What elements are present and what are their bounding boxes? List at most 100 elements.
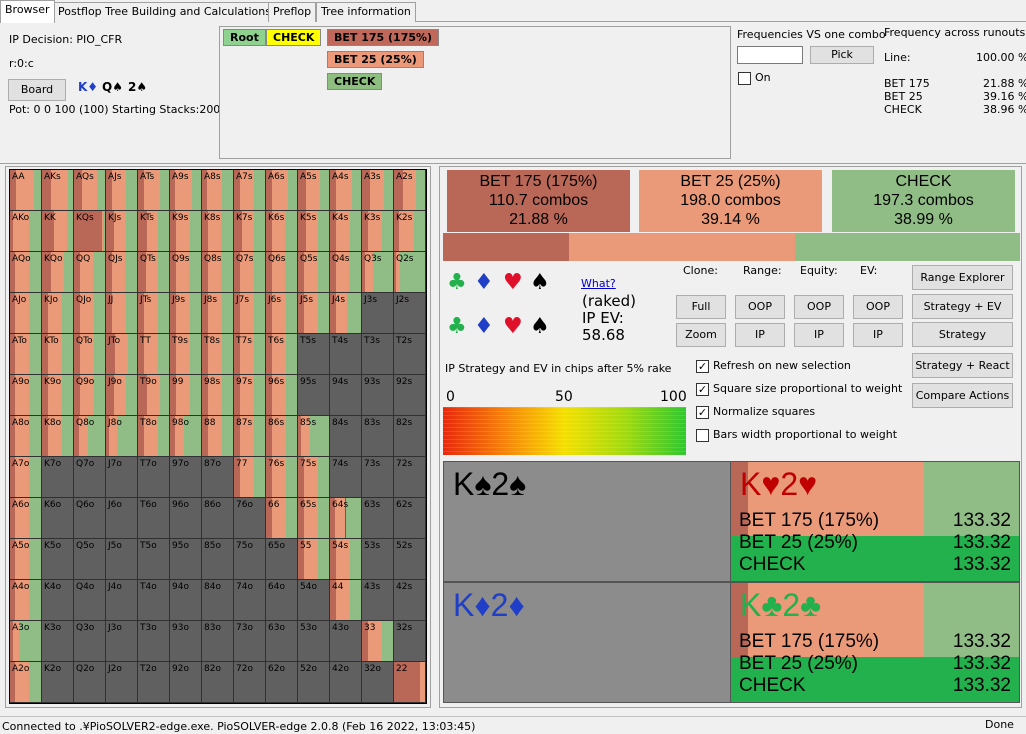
hand-cell-T9o[interactable]: T9o <box>138 375 170 416</box>
hand-cell-99[interactable]: 99 <box>170 375 202 416</box>
combo-tile-kh2h[interactable]: K♥2♥ BET 175 (175%) 133.32 BET 25 (25%) 133.… <box>731 462 1019 581</box>
hand-cell-63o[interactable]: 63o <box>266 621 298 662</box>
hand-cell-82s[interactable]: 82s <box>394 416 426 457</box>
hand-cell-Q5o[interactable]: Q5o <box>74 539 106 580</box>
strategy-button[interactable]: Strategy <box>912 322 1013 347</box>
hand-cell-83o[interactable]: 83o <box>202 621 234 662</box>
hand-cell-AA[interactable]: AA <box>10 170 42 211</box>
summary-bet25[interactable]: BET 25 (25%) 198.0 combos 39.14 % <box>639 170 822 232</box>
hand-cell-77[interactable]: 77 <box>234 457 266 498</box>
equity-ip-button[interactable]: IP <box>794 323 844 347</box>
hand-cell-J8s[interactable]: J8s <box>202 293 234 334</box>
hand-cell-55[interactable]: 55 <box>298 539 330 580</box>
hand-cell-82o[interactable]: 82o <box>202 662 234 703</box>
hand-cell-QJs[interactable]: QJs <box>106 252 138 293</box>
hand-cell-A2o[interactable]: A2o <box>10 662 42 703</box>
hand-cell-J7o[interactable]: J7o <box>106 457 138 498</box>
hand-cell-Q2s[interactable]: Q2s <box>394 252 426 293</box>
hand-cell-QJo[interactable]: QJo <box>74 293 106 334</box>
hand-cell-72o[interactable]: 72o <box>234 662 266 703</box>
hand-cell-AQo[interactable]: AQo <box>10 252 42 293</box>
tree-node-root[interactable]: Root <box>223 29 266 46</box>
hand-cell-J6o[interactable]: J6o <box>106 498 138 539</box>
club-icon-2[interactable]: ♣ <box>447 314 467 339</box>
spade-icon-2[interactable]: ♠ <box>530 314 550 339</box>
hand-cell-22[interactable]: 22 <box>394 662 426 703</box>
hand-cell-JJ[interactable]: JJ <box>106 293 138 334</box>
hand-cell-Q3o[interactable]: Q3o <box>74 621 106 662</box>
hand-cell-A7o[interactable]: A7o <box>10 457 42 498</box>
hand-cell-66[interactable]: 66 <box>266 498 298 539</box>
hand-cell-76o[interactable]: 76o <box>234 498 266 539</box>
hand-cell-KQo[interactable]: KQo <box>42 252 74 293</box>
hand-cell-A7s[interactable]: A7s <box>234 170 266 211</box>
diamond-icon[interactable]: ♦ <box>474 270 494 295</box>
hand-cell-Q7s[interactable]: Q7s <box>234 252 266 293</box>
hand-cell-92o[interactable]: 92o <box>170 662 202 703</box>
hand-cell-Q8o[interactable]: Q8o <box>74 416 106 457</box>
hand-cell-A8s[interactable]: A8s <box>202 170 234 211</box>
hand-cell-ATs[interactable]: ATs <box>138 170 170 211</box>
hand-cell-72s[interactable]: 72s <box>394 457 426 498</box>
hand-cell-94o[interactable]: 94o <box>170 580 202 621</box>
hand-cell-J8o[interactable]: J8o <box>106 416 138 457</box>
hand-cell-84o[interactable]: 84o <box>202 580 234 621</box>
tab-postflop[interactable]: Postflop Tree Building and Calculations <box>53 2 276 22</box>
tab-tree-information[interactable]: Tree information <box>316 2 416 22</box>
hand-cell-K4o[interactable]: K4o <box>42 580 74 621</box>
hand-cell-96o[interactable]: 96o <box>170 498 202 539</box>
option-checkbox-3[interactable]: ✓ <box>696 406 709 419</box>
hand-cell-K3s[interactable]: K3s <box>362 211 394 252</box>
hand-cell-83s[interactable]: 83s <box>362 416 394 457</box>
hand-cell-A9o[interactable]: A9o <box>10 375 42 416</box>
hand-cell-42o[interactable]: 42o <box>330 662 362 703</box>
hand-cell-33[interactable]: 33 <box>362 621 394 662</box>
pick-button[interactable]: Pick <box>810 46 874 64</box>
hand-cell-73o[interactable]: 73o <box>234 621 266 662</box>
range-explorer-button[interactable]: Range Explorer <box>912 265 1013 290</box>
hand-cell-K6o[interactable]: K6o <box>42 498 74 539</box>
hand-cell-32o[interactable]: 32o <box>362 662 394 703</box>
combo-tile-kc2c[interactable]: K♣2♣ BET 175 (175%) 133.32 BET 25 (25%) 133.… <box>731 583 1019 702</box>
hand-cell-A4s[interactable]: A4s <box>330 170 362 211</box>
hand-cell-K5s[interactable]: K5s <box>298 211 330 252</box>
hand-cell-87s[interactable]: 87s <box>234 416 266 457</box>
hand-cell-A9s[interactable]: A9s <box>170 170 202 211</box>
hand-cell-63s[interactable]: 63s <box>362 498 394 539</box>
combo-tile-ks2s[interactable]: K♠2♠ <box>444 462 730 581</box>
hand-cell-Q6o[interactable]: Q6o <box>74 498 106 539</box>
hand-cell-44[interactable]: 44 <box>330 580 362 621</box>
hand-cell-93s[interactable]: 93s <box>362 375 394 416</box>
hand-cell-AQs[interactable]: AQs <box>74 170 106 211</box>
hand-cell-J2s[interactable]: J2s <box>394 293 426 334</box>
hand-cell-AJo[interactable]: AJo <box>10 293 42 334</box>
hand-cell-54o[interactable]: 54o <box>298 580 330 621</box>
zoom-button[interactable]: Zoom <box>676 323 726 347</box>
hand-cell-A5o[interactable]: A5o <box>10 539 42 580</box>
hand-cell-94s[interactable]: 94s <box>330 375 362 416</box>
hand-cell-J3o[interactable]: J3o <box>106 621 138 662</box>
hand-cell-J3s[interactable]: J3s <box>362 293 394 334</box>
heart-icon-2[interactable]: ♥ <box>503 314 523 339</box>
board-button[interactable]: Board <box>8 79 66 101</box>
option-checkbox-2[interactable]: ✓ <box>696 383 709 396</box>
hand-cell-T7o[interactable]: T7o <box>138 457 170 498</box>
ev-oop-button[interactable]: OOP <box>853 295 903 319</box>
hand-cell-97o[interactable]: 97o <box>170 457 202 498</box>
hand-cell-53s[interactable]: 53s <box>362 539 394 580</box>
hand-cell-J4s[interactable]: J4s <box>330 293 362 334</box>
hand-cell-Q4o[interactable]: Q4o <box>74 580 106 621</box>
strategy-ev-button[interactable]: Strategy + EV <box>912 294 1013 319</box>
hand-cell-76s[interactable]: 76s <box>266 457 298 498</box>
hand-cell-KK[interactable]: KK <box>42 211 74 252</box>
hand-cell-85o[interactable]: 85o <box>202 539 234 580</box>
tab-browser[interactable]: Browser <box>0 0 55 23</box>
hand-cell-J5s[interactable]: J5s <box>298 293 330 334</box>
hand-cell-T7s[interactable]: T7s <box>234 334 266 375</box>
hand-cell-JTs[interactable]: JTs <box>138 293 170 334</box>
hand-cell-J5o[interactable]: J5o <box>106 539 138 580</box>
hand-cell-98s[interactable]: 98s <box>202 375 234 416</box>
tree-node-check-2[interactable]: CHECK <box>327 73 383 90</box>
what-link[interactable]: What? <box>581 277 616 290</box>
hand-cell-52s[interactable]: 52s <box>394 539 426 580</box>
